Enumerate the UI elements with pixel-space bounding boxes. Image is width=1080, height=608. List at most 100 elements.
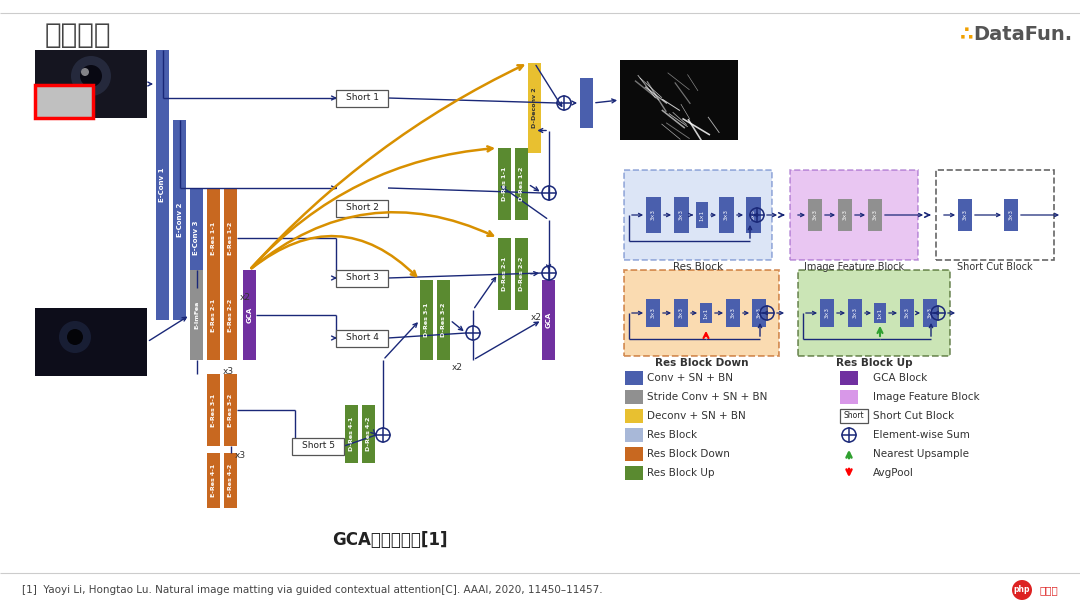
FancyBboxPatch shape (156, 50, 168, 320)
FancyBboxPatch shape (498, 148, 511, 220)
Text: 3×3: 3×3 (812, 210, 818, 221)
Text: 3×3: 3×3 (873, 210, 877, 221)
FancyArrowPatch shape (252, 212, 492, 268)
Text: E-Res 3-1: E-Res 3-1 (211, 393, 216, 427)
Text: 1×1: 1×1 (877, 308, 882, 319)
Text: 3×3: 3×3 (650, 308, 656, 319)
Text: GCA Block: GCA Block (873, 373, 928, 383)
FancyBboxPatch shape (625, 409, 643, 423)
FancyBboxPatch shape (625, 390, 643, 404)
Text: 3×3: 3×3 (928, 308, 932, 319)
Text: Res Block: Res Block (673, 262, 724, 272)
Text: Res Block Up: Res Block Up (836, 358, 913, 368)
FancyBboxPatch shape (848, 299, 862, 327)
FancyBboxPatch shape (190, 270, 203, 360)
FancyBboxPatch shape (936, 170, 1054, 260)
FancyArrowPatch shape (252, 147, 492, 268)
Text: Element-wise Sum: Element-wise Sum (873, 430, 970, 440)
Circle shape (71, 56, 111, 96)
FancyBboxPatch shape (345, 405, 357, 463)
Text: E-Res 2-2: E-Res 2-2 (228, 299, 233, 331)
Text: Short 1: Short 1 (346, 94, 378, 103)
FancyBboxPatch shape (674, 299, 688, 327)
FancyBboxPatch shape (646, 299, 660, 327)
FancyBboxPatch shape (35, 308, 147, 376)
Text: Conv + SN + BN: Conv + SN + BN (647, 373, 733, 383)
FancyBboxPatch shape (696, 202, 708, 228)
Text: D-Res 3-1: D-Res 3-1 (424, 303, 429, 337)
Text: Short Cut Block: Short Cut Block (873, 411, 954, 421)
Text: D-Res 1-1: D-Res 1-1 (502, 167, 507, 201)
FancyBboxPatch shape (900, 299, 914, 327)
Text: Short Cut Block: Short Cut Block (957, 262, 1032, 272)
Text: D-Res 4-2: D-Res 4-2 (366, 417, 372, 451)
FancyBboxPatch shape (243, 270, 256, 360)
FancyBboxPatch shape (726, 299, 740, 327)
FancyBboxPatch shape (625, 371, 643, 385)
Text: Short 4: Short 4 (346, 334, 378, 342)
FancyBboxPatch shape (625, 447, 643, 461)
Text: Image Feature Block: Image Feature Block (873, 392, 980, 402)
Circle shape (81, 68, 89, 76)
Text: Image Feature Block: Image Feature Block (804, 262, 904, 272)
FancyBboxPatch shape (224, 453, 237, 508)
FancyBboxPatch shape (35, 85, 93, 118)
Text: D-Deconv 2: D-Deconv 2 (532, 88, 537, 128)
Text: x2: x2 (451, 364, 462, 373)
FancyBboxPatch shape (207, 453, 220, 508)
FancyBboxPatch shape (437, 280, 450, 360)
Text: E-Res 3-2: E-Res 3-2 (228, 393, 233, 427)
Text: Short 3: Short 3 (346, 274, 378, 283)
Text: 3×3: 3×3 (852, 308, 858, 319)
FancyBboxPatch shape (874, 303, 886, 323)
Text: D-Res 1-2: D-Res 1-2 (519, 167, 524, 201)
Text: Short 5: Short 5 (301, 441, 335, 451)
FancyBboxPatch shape (336, 269, 388, 286)
FancyBboxPatch shape (1004, 199, 1018, 231)
Text: Res Block Down: Res Block Down (647, 449, 730, 459)
Text: D-Res 2-2: D-Res 2-2 (519, 257, 524, 291)
FancyBboxPatch shape (646, 197, 661, 233)
Text: php: php (1014, 586, 1030, 595)
Text: 3×3: 3×3 (842, 210, 848, 221)
FancyBboxPatch shape (838, 199, 852, 231)
Text: 3×3: 3×3 (751, 210, 756, 221)
Text: x3: x3 (222, 367, 233, 376)
Text: GCA网络示意图[1]: GCA网络示意图[1] (333, 531, 448, 549)
FancyBboxPatch shape (958, 199, 972, 231)
Text: 3×3: 3×3 (679, 210, 684, 221)
Text: E-Res 4-2: E-Res 4-2 (228, 464, 233, 497)
Text: D-Res 3-2: D-Res 3-2 (441, 303, 446, 337)
FancyBboxPatch shape (515, 148, 528, 220)
Text: E-Res 1-2: E-Res 1-2 (228, 221, 233, 255)
Circle shape (80, 65, 102, 87)
FancyBboxPatch shape (580, 78, 593, 128)
FancyBboxPatch shape (820, 299, 834, 327)
Text: AvgPool: AvgPool (873, 468, 914, 478)
Text: GCA: GCA (545, 312, 552, 328)
Text: 1×1: 1×1 (700, 209, 704, 221)
Text: ∴: ∴ (960, 26, 974, 44)
FancyArrowPatch shape (252, 236, 416, 276)
Text: Deconv + SN + BN: Deconv + SN + BN (647, 411, 746, 421)
Text: E-Conv 2: E-Conv 2 (176, 203, 183, 237)
FancyBboxPatch shape (207, 188, 220, 288)
FancyBboxPatch shape (420, 280, 433, 360)
Text: 3×3: 3×3 (651, 210, 656, 221)
Circle shape (59, 321, 91, 353)
Text: E-Res 1-1: E-Res 1-1 (211, 221, 216, 255)
Text: DataFun.: DataFun. (973, 26, 1072, 44)
Text: Stride Conv + SN + BN: Stride Conv + SN + BN (647, 392, 768, 402)
Text: 中文网: 中文网 (1040, 585, 1058, 595)
FancyBboxPatch shape (624, 270, 779, 356)
Text: 3×3: 3×3 (905, 308, 909, 319)
Text: x2: x2 (240, 294, 251, 303)
FancyBboxPatch shape (190, 188, 203, 288)
Text: Res Block: Res Block (647, 430, 697, 440)
Text: D-Res 4-1: D-Res 4-1 (349, 417, 354, 451)
FancyBboxPatch shape (798, 270, 950, 356)
Text: x3: x3 (234, 452, 245, 460)
Text: [1]  Yaoyi Li, Hongtao Lu. Natural image matting via guided contextual attention: [1] Yaoyi Li, Hongtao Lu. Natural image … (22, 585, 603, 595)
Text: E-ImFea: E-ImFea (194, 301, 199, 329)
FancyBboxPatch shape (292, 438, 345, 455)
